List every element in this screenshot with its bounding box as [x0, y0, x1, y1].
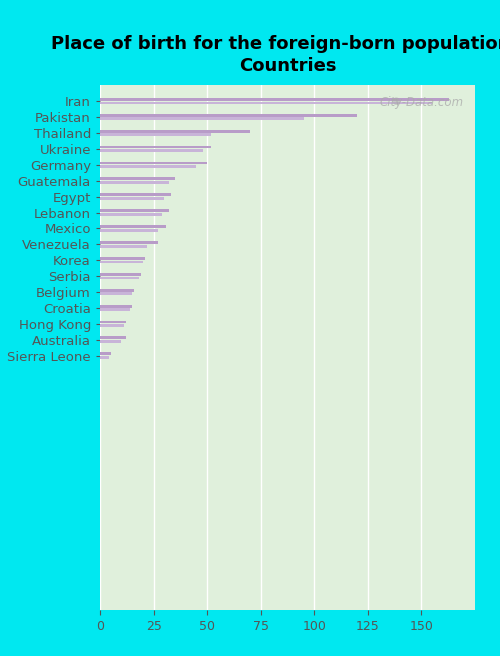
Bar [100, 130, 250, 133]
Bar [100, 213, 162, 216]
Bar [100, 102, 432, 104]
Bar [100, 146, 212, 148]
Bar [100, 304, 132, 308]
Bar [100, 225, 166, 228]
Bar [100, 321, 126, 323]
Title: Place of birth for the foreign-born population -
Countries: Place of birth for the foreign-born popu… [51, 35, 500, 75]
Bar [100, 277, 138, 279]
Bar [100, 181, 168, 184]
Bar [100, 197, 164, 200]
Bar [100, 308, 130, 311]
Bar [100, 177, 175, 180]
Bar [100, 194, 170, 196]
Bar [100, 229, 158, 232]
Text: City-Data.com: City-Data.com [380, 96, 464, 109]
Bar [100, 356, 108, 359]
Bar [100, 260, 143, 264]
Bar [100, 257, 145, 260]
Bar [100, 165, 196, 168]
Bar [100, 241, 158, 244]
Bar [100, 324, 124, 327]
Bar [100, 293, 132, 295]
Bar [100, 352, 110, 356]
Bar [100, 133, 212, 136]
Bar [100, 273, 140, 276]
Bar [100, 340, 122, 343]
Bar [100, 209, 168, 212]
Bar [100, 98, 450, 101]
Bar [100, 114, 357, 117]
Bar [100, 117, 304, 120]
Bar [100, 245, 147, 247]
Bar [100, 337, 126, 339]
Bar [100, 161, 207, 165]
Text: ●: ● [392, 96, 400, 106]
Bar [100, 289, 134, 292]
Bar [100, 150, 203, 152]
